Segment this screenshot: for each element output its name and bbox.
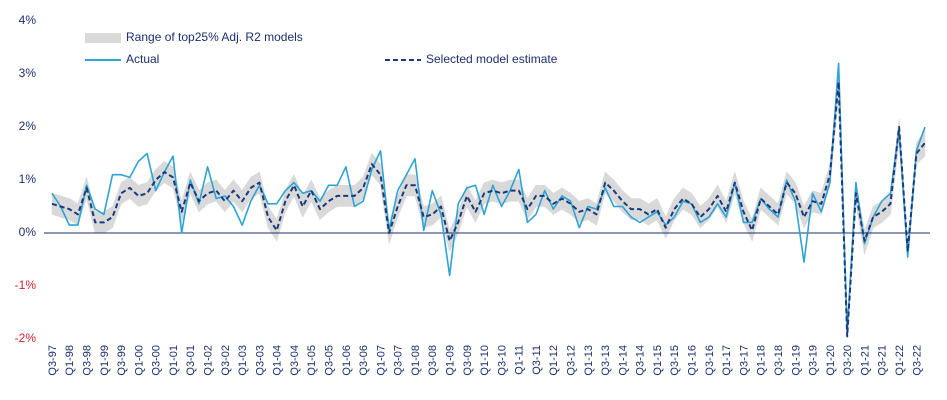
x-tick-label: Q3-21 (877, 345, 889, 376)
range-band (267, 205, 278, 242)
x-tick-label: Q1-22 (894, 345, 906, 376)
x-tick-label: Q3-99 (116, 345, 128, 376)
range-band (457, 185, 468, 234)
range-band (466, 185, 476, 223)
x-tick-label: Q3-97 (47, 345, 59, 376)
x-tick-label: Q3-00 (151, 345, 163, 376)
x-tick-label: Q1-13 (583, 345, 595, 376)
x-tick-label: Q3-03 (254, 345, 266, 376)
x-tick-label: Q3-02 (220, 345, 232, 376)
x-tick-label: Q1-18 (756, 345, 768, 376)
range-band (691, 192, 701, 229)
x-tick-label: Q1-17 (721, 345, 733, 376)
x-tick-label: Q3-13 (600, 345, 612, 376)
range-band (388, 195, 399, 244)
y-tick-label: 2% (19, 119, 37, 133)
y-tick-label: 4% (19, 13, 37, 27)
x-tick-label: Q1-21 (859, 345, 871, 376)
range-band (129, 176, 139, 208)
range-band (68, 198, 79, 226)
x-tick-label: Q3-16 (704, 345, 716, 376)
x-tick-label: Q1-02 (202, 345, 214, 376)
range-band (760, 187, 770, 218)
x-tick-label: Q3-12 (566, 345, 578, 376)
x-tick-label: Q1-04 (272, 345, 284, 376)
x-tick-label: Q1-16 (687, 345, 699, 376)
x-tick-label: Q3-07 (393, 345, 405, 376)
y-tick-label: 1% (19, 172, 37, 186)
x-tick-label: Q3-09 (462, 345, 474, 376)
x-tick-label: Q1-15 (652, 345, 664, 376)
legend-swatch (85, 33, 121, 43)
x-tick-label: Q3-17 (738, 345, 750, 376)
x-tick-label: Q3-18 (773, 345, 785, 376)
range-band (302, 179, 312, 218)
x-tick-label: Q1-98 (64, 345, 76, 376)
x-tick-label: Q1-14 (617, 345, 629, 376)
x-tick-label: Q1-01 (168, 345, 180, 376)
range-band (587, 198, 597, 226)
x-tick-label: Q1-06 (341, 345, 353, 376)
x-tick-label: Q3-05 (324, 345, 336, 376)
x-tick-label: Q3-10 (496, 345, 508, 376)
x-tick-label: Q1-12 (548, 345, 560, 376)
x-tick-label: Q3-98 (81, 345, 93, 376)
x-tick-label: Q3-11 (531, 345, 543, 375)
x-tick-label: Q3-06 (358, 345, 370, 376)
y-tick-label: -1% (15, 278, 37, 292)
range-band (285, 174, 295, 212)
x-tick-label: Q1-07 (375, 345, 387, 376)
x-tick-label: Q1-09 (445, 345, 457, 376)
x-tick-label: Q1-11 (514, 345, 526, 375)
estimate-line (51, 81, 926, 338)
x-tick-label: Q3-08 (427, 345, 439, 376)
x-tick-label: Q1-00 (133, 345, 145, 376)
x-tick-label: Q3-01 (185, 345, 197, 376)
legend-label: Actual (126, 52, 159, 66)
legend-label: Range of top25% Adj. R2 models (126, 30, 303, 44)
y-tick-label: 3% (19, 66, 37, 80)
y-tick-label: -2% (15, 331, 37, 345)
x-tick-label: Q1-99 (99, 345, 111, 376)
x-tick-label: Q3-04 (289, 345, 301, 376)
x-tick-label: Q1-19 (790, 345, 802, 376)
x-tick-label: Q3-14 (635, 345, 647, 376)
x-tick-label: Q1-08 (410, 345, 422, 376)
range-band (181, 171, 191, 223)
x-tick-label: Q3-22 (911, 345, 923, 376)
x-tick-label: Q1-20 (825, 345, 837, 376)
range-band (699, 197, 710, 229)
x-tick-label: Q3-15 (669, 345, 681, 376)
x-tick-label: Q1-03 (237, 345, 249, 376)
x-tick-label: Q3-19 (808, 345, 820, 376)
x-tick-label: Q1-10 (479, 345, 491, 376)
x-tick-label: Q3-20 (842, 345, 854, 376)
legend-label: Selected model estimate (426, 52, 558, 66)
x-tick-label: Q1-05 (306, 345, 318, 376)
y-tick-label: 0% (19, 225, 37, 239)
